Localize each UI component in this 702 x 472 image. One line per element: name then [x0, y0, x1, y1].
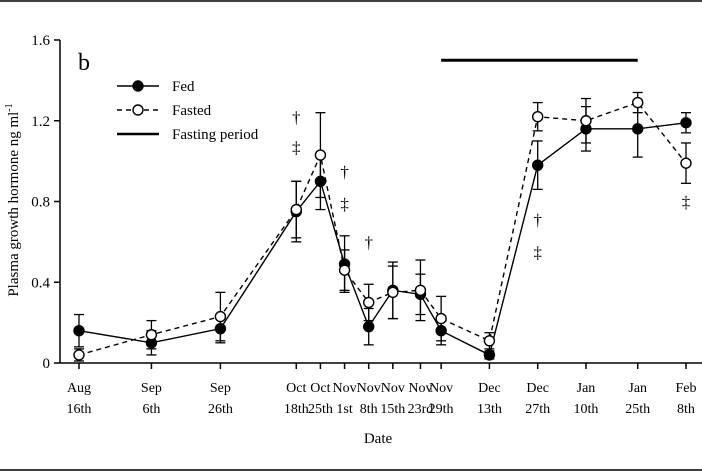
data-point	[363, 296, 375, 309]
x-tick-month: Nov	[381, 381, 405, 396]
x-tick-month: Nov	[408, 381, 432, 396]
x-tick-day: 8th	[360, 402, 378, 417]
significance-mark: †	[340, 162, 349, 181]
x-tick-day: 10th	[574, 402, 599, 417]
data-point	[73, 349, 85, 361]
svg-text:Plasma growth hormone ng ml-1: Plasma growth hormone ng ml-1	[4, 103, 22, 296]
x-tick-month: Sep	[210, 381, 231, 396]
data-point	[414, 284, 427, 297]
y-tick-label: 0	[43, 356, 51, 372]
data-point	[531, 159, 544, 171]
legend: Fed Fasted Fasting period	[117, 79, 259, 143]
series-layer	[73, 91, 692, 362]
x-tick-day: 26th	[208, 402, 233, 417]
x-tick-month: Nov	[429, 381, 453, 396]
x-tick-day: 15th	[380, 402, 405, 417]
x-tick-month: Aug	[67, 381, 91, 396]
series-fasted	[73, 91, 692, 362]
significance-annotations: † ‡ † ‡ † † ‡ ‡	[292, 108, 690, 262]
x-tick-month: Jan	[577, 381, 596, 396]
x-tick-day: 27th	[525, 402, 550, 417]
data-point	[483, 349, 496, 361]
data-point	[632, 123, 644, 135]
significance-mark: ‡	[292, 138, 301, 157]
axes	[59, 40, 702, 364]
x-tick-month: Jan	[628, 381, 647, 396]
data-point	[632, 96, 644, 109]
y-tick-label: 0.4	[31, 275, 50, 291]
data-point	[214, 310, 227, 323]
y-axis-title: Plasma growth hormone ng ml-1	[4, 103, 22, 296]
data-point	[363, 320, 375, 333]
x-tick-day: 18th	[284, 402, 309, 417]
legend-label: Fasted	[172, 103, 212, 119]
data-point	[483, 335, 496, 347]
x-tick-day: 13th	[477, 402, 502, 417]
data-point	[338, 264, 351, 276]
x-tick-day: 25th	[308, 402, 333, 417]
series-fed	[73, 99, 692, 361]
data-point	[314, 149, 327, 161]
x-tick-day: 29th	[429, 402, 454, 417]
y-tick-label: 1.6	[31, 33, 50, 49]
x-tick-month: Nov	[357, 381, 381, 396]
x-tick-day: 8th	[677, 402, 695, 417]
significance-mark: ‡	[682, 193, 691, 212]
y-axis-title-text: Plasma growth hormone ng ml	[6, 112, 22, 297]
legend-marker	[132, 104, 144, 116]
data-point	[680, 117, 692, 129]
significance-mark: ‡	[533, 243, 542, 262]
x-tick-month: Dec	[478, 381, 501, 396]
legend-label: Fasting period	[172, 127, 259, 143]
x-tick-month: Dec	[526, 381, 549, 396]
x-tick-month: Oct	[310, 381, 330, 396]
y-tick-label: 0.8	[31, 195, 50, 211]
significance-mark: †	[364, 233, 373, 252]
series-line	[78, 101, 687, 356]
data-point	[680, 157, 692, 169]
data-point	[580, 115, 592, 127]
legend-marker	[132, 80, 144, 92]
panel-label: b	[78, 50, 90, 76]
data-point	[387, 286, 399, 299]
y-tick-label: 1.2	[31, 114, 50, 130]
x-tick-month: Nov	[333, 381, 357, 396]
x-tick-month: Oct	[286, 381, 306, 396]
y-axis-title-superscript: -1	[4, 103, 15, 111]
data-point	[145, 329, 158, 341]
series-line	[78, 122, 687, 356]
x-ticks: Aug16thSep6thSep26thOct18thOct25thNov1st…	[67, 363, 697, 417]
significance-mark: †	[292, 108, 301, 127]
x-tick-day: 16th	[67, 402, 92, 417]
data-point	[290, 203, 302, 216]
x-tick-day: 6th	[142, 402, 160, 417]
significance-mark: ‡	[340, 195, 349, 214]
x-tick-month: Feb	[676, 381, 697, 396]
x-tick-month: Sep	[141, 381, 162, 396]
significance-mark: †	[533, 211, 542, 230]
x-tick-day: 1st	[336, 402, 352, 417]
data-point	[73, 325, 85, 337]
x-tick-day: 23rd	[408, 402, 434, 417]
x-tick-day: 25th	[625, 402, 650, 417]
data-point	[435, 312, 447, 325]
legend-label: Fed	[172, 79, 195, 95]
data-point	[531, 111, 544, 123]
y-ticks: 0 0.4 0.8 1.2 1.6	[31, 33, 60, 372]
x-axis-title: Date	[364, 431, 393, 447]
